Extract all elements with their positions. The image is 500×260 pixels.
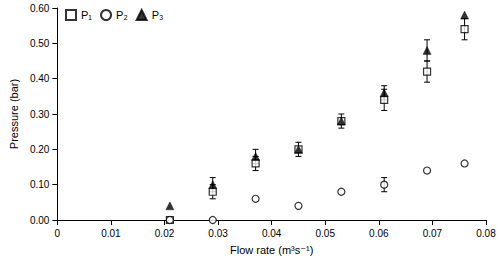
svg-text:Flow rate (m³s⁻¹): Flow rate (m³s⁻¹) — [230, 244, 313, 256]
svg-text:0.08: 0.08 — [476, 228, 496, 239]
svg-text:0.02: 0.02 — [155, 228, 175, 239]
svg-text:P₁: P₁ — [81, 9, 92, 21]
svg-text:0.04: 0.04 — [262, 228, 282, 239]
svg-text:0.20: 0.20 — [30, 144, 50, 155]
svg-text:0.60: 0.60 — [30, 3, 50, 14]
svg-text:0.06: 0.06 — [369, 228, 389, 239]
svg-text:0: 0 — [55, 228, 61, 239]
svg-text:P₃: P₃ — [152, 9, 164, 21]
svg-text:0.50: 0.50 — [30, 38, 50, 49]
svg-text:0.07: 0.07 — [423, 228, 443, 239]
svg-text:0.00: 0.00 — [30, 215, 50, 226]
svg-text:P₂: P₂ — [116, 9, 128, 21]
svg-text:0.03: 0.03 — [208, 228, 228, 239]
svg-text:Pressure (bar): Pressure (bar) — [8, 79, 20, 149]
svg-text:0.01: 0.01 — [101, 228, 121, 239]
svg-text:0.10: 0.10 — [30, 179, 50, 190]
svg-text:0.30: 0.30 — [30, 109, 50, 120]
svg-text:0.05: 0.05 — [316, 228, 336, 239]
svg-text:0.40: 0.40 — [30, 73, 50, 84]
